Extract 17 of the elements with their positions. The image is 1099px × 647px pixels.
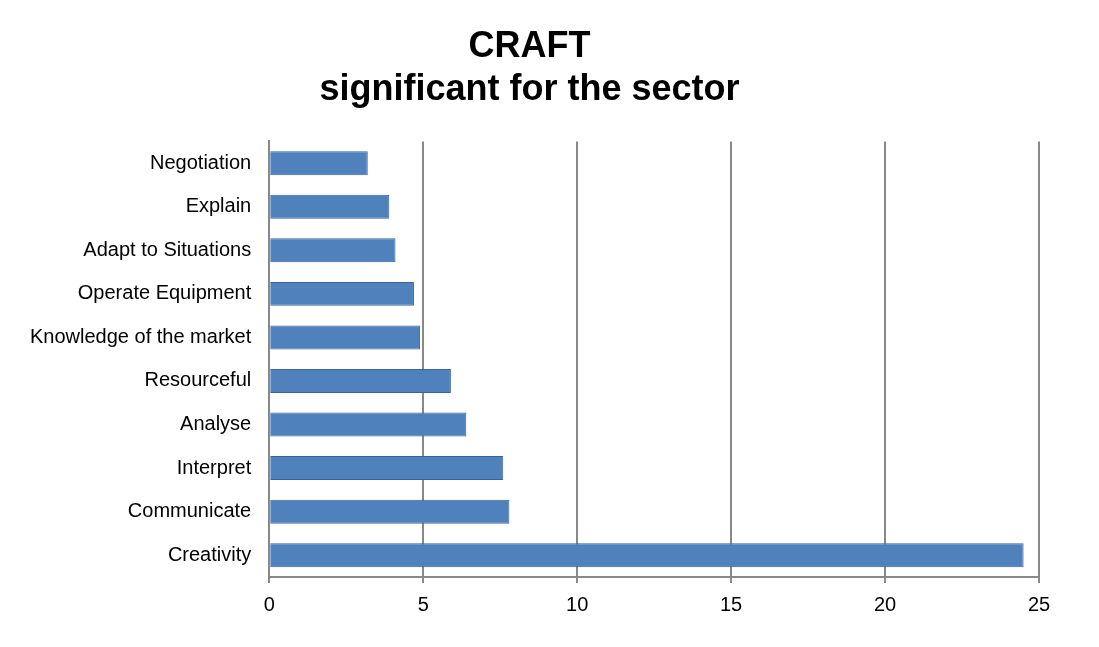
y-tick-label: Creativity xyxy=(167,542,252,565)
x-tick-label: 15 xyxy=(719,592,743,615)
y-tick-label: Explain xyxy=(185,194,252,217)
y-tick-label: Negotiation xyxy=(150,150,252,173)
x-tick-label: 25 xyxy=(1027,592,1051,615)
y-tick-label: Communicate xyxy=(127,499,252,522)
y-tick-label: Operate Equipment xyxy=(77,281,252,304)
chart-title: CRAFT significant for the sector xyxy=(319,23,740,108)
x-tick-label: 0 xyxy=(263,592,275,615)
x-tick-label: 20 xyxy=(873,592,897,615)
y-tick-label: Analyse xyxy=(180,412,252,435)
y-tick-label: Adapt to Situations xyxy=(83,237,252,260)
y-tick-label: Knowledge of the market xyxy=(29,324,252,347)
x-tick-label: 10 xyxy=(566,592,589,615)
y-tick-label: Interpret xyxy=(176,455,252,478)
x-tick-label: 5 xyxy=(417,592,429,615)
y-tick-label: Resourceful xyxy=(144,368,252,391)
